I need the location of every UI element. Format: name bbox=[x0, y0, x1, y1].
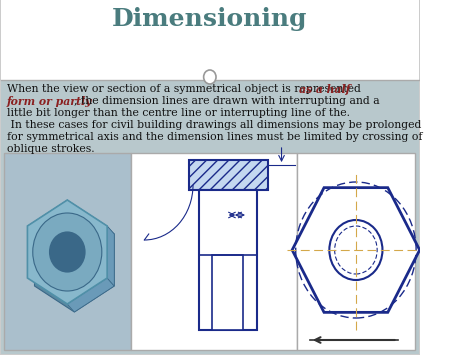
Text: little bit longer than the centre line or interrupting line of the.: little bit longer than the centre line o… bbox=[7, 108, 350, 118]
FancyBboxPatch shape bbox=[212, 255, 244, 330]
Polygon shape bbox=[27, 200, 74, 234]
Circle shape bbox=[204, 70, 216, 84]
Text: When the view or section of a symmetrical object is represented: When the view or section of a symmetrica… bbox=[7, 84, 365, 94]
Text: form or partly: form or partly bbox=[7, 96, 92, 107]
FancyBboxPatch shape bbox=[1, 1, 419, 354]
Polygon shape bbox=[67, 278, 114, 312]
Polygon shape bbox=[35, 208, 114, 312]
Text: for symmetrical axis and the dimension lines must be limited by crossing of: for symmetrical axis and the dimension l… bbox=[7, 132, 423, 142]
Circle shape bbox=[329, 220, 383, 280]
FancyBboxPatch shape bbox=[1, 0, 419, 80]
Text: Dimensioning: Dimensioning bbox=[112, 7, 308, 31]
Text: In these cases for civil building drawings all dimensions may be prolonged: In these cases for civil building drawin… bbox=[7, 120, 421, 130]
Text: , the dimension lines are drawn with interrupting and a: , the dimension lines are drawn with int… bbox=[74, 96, 380, 106]
Polygon shape bbox=[292, 188, 419, 312]
FancyBboxPatch shape bbox=[131, 153, 297, 350]
Text: as a half: as a half bbox=[299, 84, 350, 95]
FancyBboxPatch shape bbox=[297, 153, 415, 350]
Text: oblique strokes.: oblique strokes. bbox=[7, 144, 95, 154]
Polygon shape bbox=[107, 226, 114, 286]
FancyBboxPatch shape bbox=[199, 190, 257, 330]
FancyBboxPatch shape bbox=[189, 160, 268, 190]
FancyBboxPatch shape bbox=[4, 153, 131, 350]
Polygon shape bbox=[27, 200, 107, 304]
Polygon shape bbox=[67, 200, 114, 234]
FancyBboxPatch shape bbox=[1, 80, 419, 354]
Circle shape bbox=[33, 213, 102, 291]
Circle shape bbox=[50, 232, 85, 272]
